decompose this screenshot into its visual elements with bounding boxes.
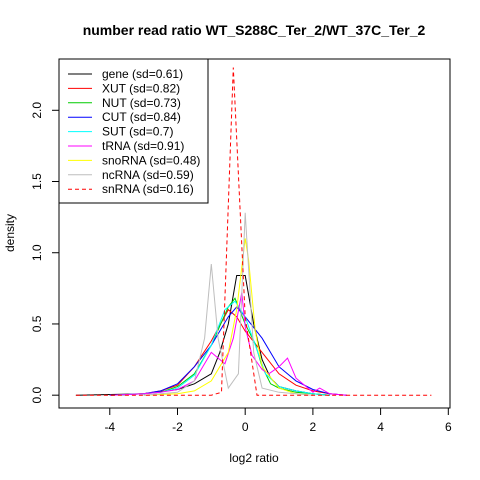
legend-label: SUT (sd=0.7): [102, 125, 173, 139]
x-tick-label: -4: [104, 420, 115, 434]
series-line-8: [75, 67, 432, 396]
y-axis-label: density: [3, 214, 17, 252]
y-tick-label: 0.0: [30, 387, 44, 404]
x-tick-label: 6: [445, 420, 452, 434]
legend: gene (sd=0.61)XUT (sd=0.82)NUT (sd=0.73)…: [58, 58, 209, 204]
y-tick-label: 2.0: [30, 102, 44, 119]
series-line-6: [143, 238, 313, 396]
y-tick-label: 0.5: [30, 315, 44, 332]
x-tick-label: 2: [310, 420, 317, 434]
legend-label: ncRNA (sd=0.59): [102, 168, 194, 182]
legend-box: [58, 58, 209, 204]
series-line-7: [143, 212, 313, 396]
legend-label: gene (sd=0.61): [102, 67, 183, 81]
legend-label: tRNA (sd=0.91): [102, 139, 184, 153]
legend-label: NUT (sd=0.73): [102, 96, 181, 110]
x-tick-label: -2: [172, 420, 183, 434]
axis-ticks: -4 -2 0 2 4 6 0.0 0.5 1.0 1.5 2.0: [30, 102, 452, 434]
legend-label: snoRNA (sd=0.48): [102, 153, 200, 167]
legend-label: XUT (sd=0.82): [102, 81, 180, 95]
y-tick-label: 1.5: [30, 173, 44, 190]
x-tick-label: 4: [377, 420, 384, 434]
x-axis-label: log2 ratio: [229, 451, 279, 465]
x-tick-label: 0: [242, 420, 249, 434]
series-lines: [75, 67, 432, 396]
chart-title: number read ratio WT_S288C_Ter_2/WT_37C_…: [83, 22, 426, 38]
legend-label: CUT (sd=0.84): [102, 110, 181, 124]
legend-label: snRNA (sd=0.16): [102, 182, 194, 196]
y-tick-label: 1.0: [30, 244, 44, 261]
